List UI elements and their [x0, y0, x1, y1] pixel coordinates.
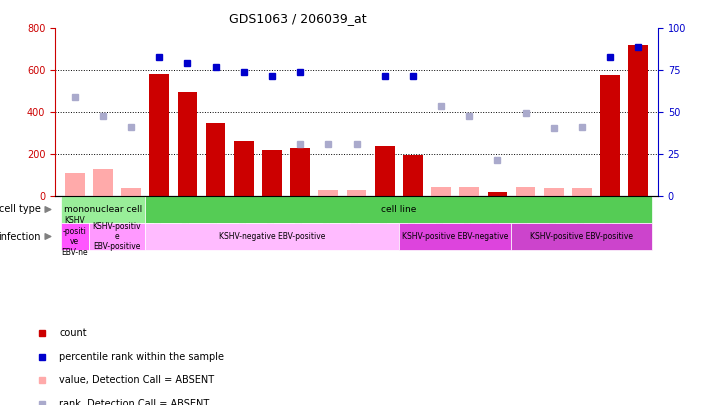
Text: infection: infection: [0, 232, 41, 241]
Bar: [149, 74, 169, 196]
Text: cell line: cell line: [381, 205, 416, 214]
Bar: [431, 187, 451, 196]
Bar: [629, 45, 648, 196]
Bar: [515, 187, 535, 196]
Bar: [403, 155, 423, 196]
Text: KSHV-negative EBV-positive: KSHV-negative EBV-positive: [219, 232, 325, 241]
Bar: [65, 173, 84, 196]
Text: count: count: [59, 328, 87, 338]
Text: KSHV-positiv
e
EBV-positive: KSHV-positiv e EBV-positive: [93, 222, 142, 252]
Bar: [459, 187, 479, 196]
Bar: [145, 223, 399, 250]
Bar: [572, 188, 592, 196]
Bar: [206, 122, 225, 196]
Bar: [262, 150, 282, 196]
Bar: [290, 148, 310, 196]
Bar: [511, 223, 652, 250]
Text: GDS1063 / 206039_at: GDS1063 / 206039_at: [229, 12, 366, 25]
Text: cell type: cell type: [0, 205, 41, 215]
Bar: [61, 196, 145, 223]
Bar: [145, 196, 652, 223]
Text: rank, Detection Call = ABSENT: rank, Detection Call = ABSENT: [59, 399, 210, 405]
Text: value, Detection Call = ABSENT: value, Detection Call = ABSENT: [59, 375, 215, 385]
Text: KSHV-positive EBV-negative: KSHV-positive EBV-negative: [402, 232, 508, 241]
Bar: [88, 223, 145, 250]
Bar: [61, 223, 88, 250]
Text: KSHV-positive EBV-positive: KSHV-positive EBV-positive: [530, 232, 634, 241]
Bar: [600, 75, 620, 196]
Bar: [121, 188, 141, 196]
Bar: [544, 188, 564, 196]
Bar: [319, 190, 338, 196]
Bar: [375, 146, 394, 196]
Bar: [399, 223, 511, 250]
Bar: [488, 192, 507, 196]
Bar: [234, 141, 253, 196]
Text: mononuclear cell: mononuclear cell: [64, 205, 142, 214]
Text: KSHV
-positi
ve
EBV-ne: KSHV -positi ve EBV-ne: [62, 216, 88, 257]
Bar: [178, 92, 198, 196]
Bar: [93, 169, 113, 196]
Text: percentile rank within the sample: percentile rank within the sample: [59, 352, 224, 362]
Bar: [347, 190, 366, 196]
